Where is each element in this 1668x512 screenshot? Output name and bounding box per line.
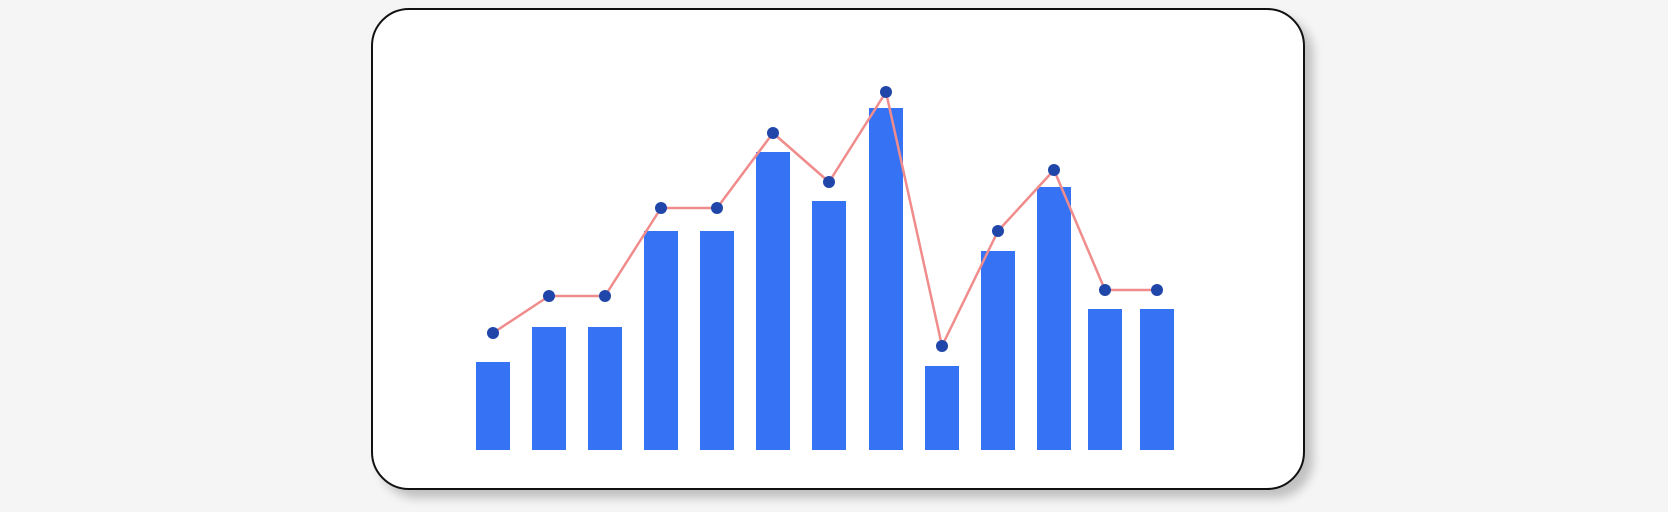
line-point-4: [655, 202, 667, 214]
bar-11: [1037, 187, 1071, 450]
line-point-9: [936, 340, 948, 352]
line-point-3: [599, 290, 611, 302]
bar-4: [644, 231, 678, 450]
bar-series: [476, 108, 1174, 450]
bar-2: [532, 327, 566, 450]
line-point-5: [711, 202, 723, 214]
line-point-10: [992, 225, 1004, 237]
line-markers: [487, 86, 1163, 352]
line-point-6: [767, 127, 779, 139]
line-point-12: [1099, 284, 1111, 296]
line-point-2: [543, 290, 555, 302]
bar-12: [1088, 309, 1122, 450]
bar-1: [476, 362, 510, 450]
line-point-11: [1048, 164, 1060, 176]
bar-3: [588, 327, 622, 450]
bar-7: [812, 201, 846, 450]
line-point-8: [880, 86, 892, 98]
bar-5: [700, 231, 734, 450]
bar-10: [981, 251, 1015, 450]
line-point-13: [1151, 284, 1163, 296]
bar-6: [756, 152, 790, 450]
bar-9: [925, 366, 959, 450]
bar-8: [869, 108, 903, 450]
line-point-1: [487, 327, 499, 339]
line-point-7: [823, 176, 835, 188]
bar-13: [1140, 309, 1174, 450]
